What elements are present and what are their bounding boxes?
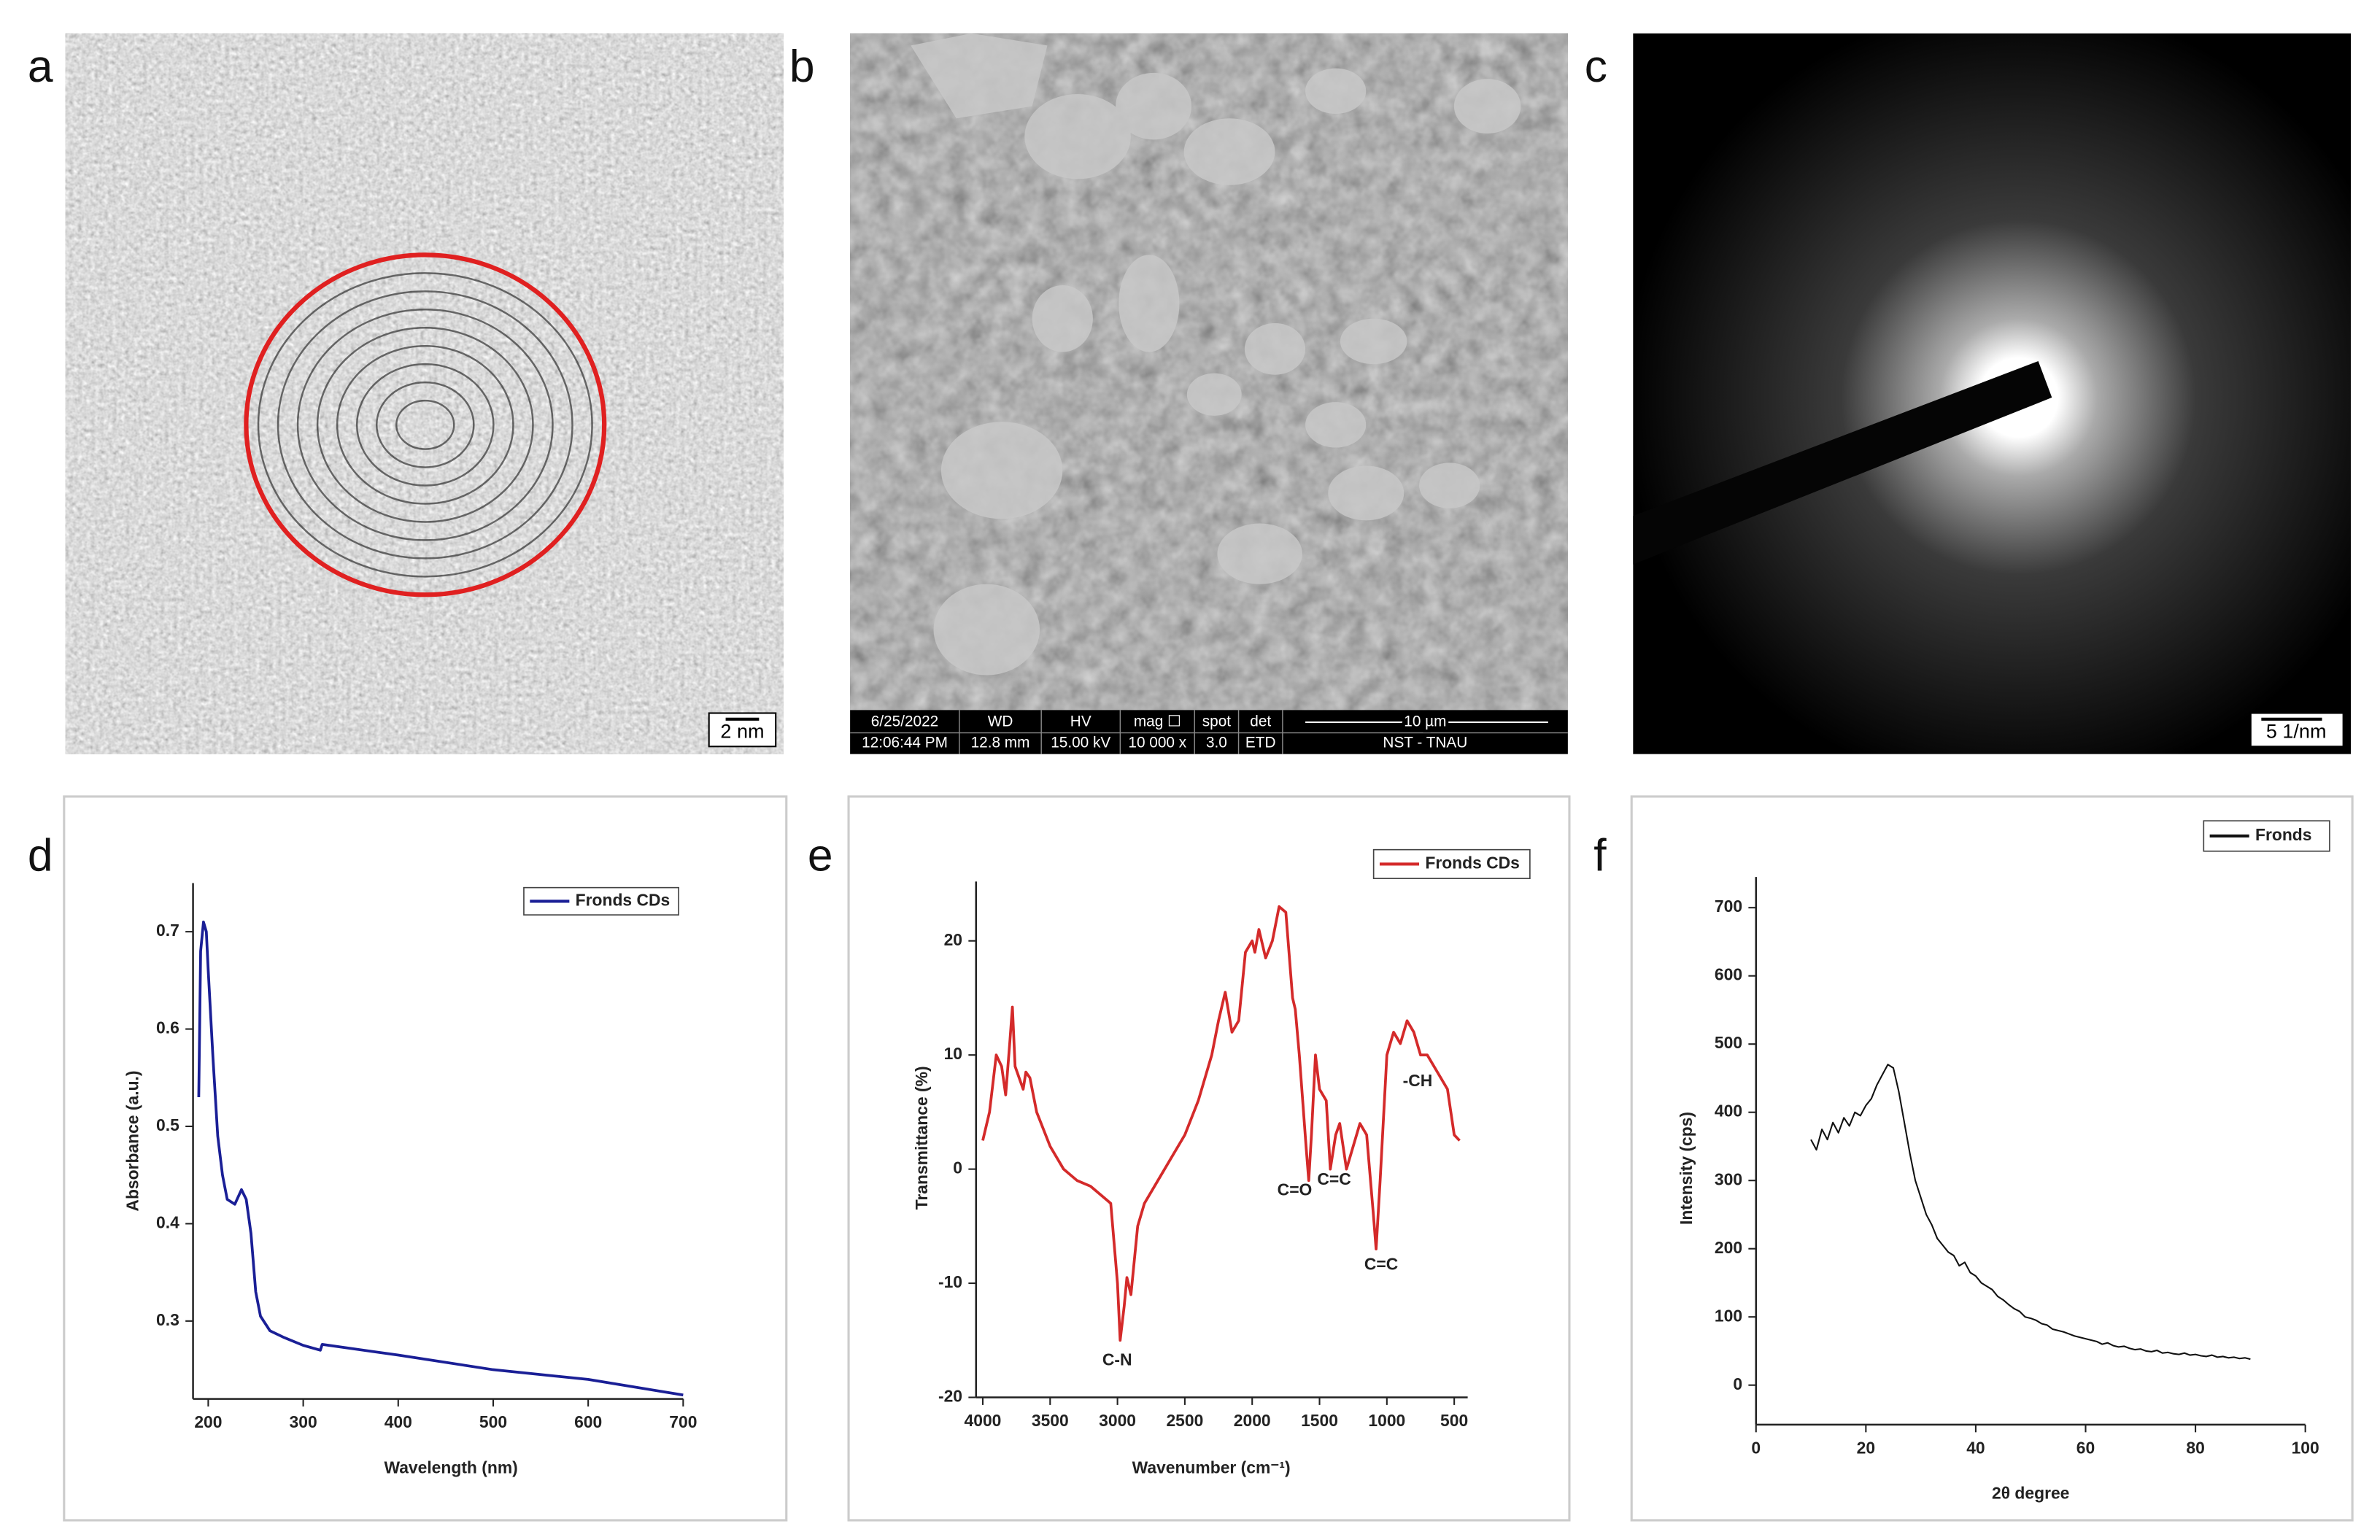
annotation: C=O [1278, 1180, 1313, 1199]
legend-label: Fronds CDs [1425, 853, 1520, 872]
info-text: 15.00 kV [1051, 735, 1110, 751]
y-tick-label: 400 [1715, 1102, 1742, 1121]
info-text: 10 000 x [1128, 735, 1186, 751]
x-tick-label: 4000 [965, 1411, 1002, 1430]
legend-box [1372, 848, 1531, 880]
panel-label: d [28, 831, 53, 881]
x-tick-label: 300 [290, 1412, 317, 1431]
x-tick-label: 600 [574, 1412, 602, 1431]
chart-frame [847, 795, 1571, 1522]
y-tick-label: 700 [1715, 897, 1742, 916]
x-tick-label: 80 [2186, 1438, 2204, 1457]
chart-frame [1630, 795, 2354, 1522]
x-tick-label: 3500 [1032, 1411, 1069, 1430]
y-tick-label: 10 [944, 1044, 962, 1063]
annotation: C-N [1102, 1350, 1132, 1369]
x-tick-label: 60 [2076, 1438, 2095, 1457]
x-axis-label: Wavelength (nm) [384, 1458, 517, 1477]
x-tick-label: 3000 [1099, 1411, 1136, 1430]
info-text: det [1250, 713, 1271, 730]
y-tick-label: 500 [1715, 1033, 1742, 1052]
sem-image [850, 33, 1568, 754]
info-text: ETD [1245, 735, 1276, 751]
y-tick-label: 200 [1715, 1238, 1742, 1257]
info-text: 12:06:44 PM [862, 735, 948, 751]
annotation: C=C [1317, 1169, 1351, 1188]
x-tick-label: 500 [479, 1412, 507, 1431]
chart: 200 300 400 500 600 700 0.3 0.4 0.5 0.6 0.7 Wavelen… [123, 883, 697, 1477]
x-tick-label: 500 [1440, 1411, 1468, 1430]
data-line [197, 920, 684, 1397]
info-text: NST - TNAU [1383, 735, 1467, 751]
y-tick-label: 0 [953, 1158, 962, 1177]
y-tick-label: 100 [1715, 1306, 1742, 1325]
y-tick-label: 0.3 [156, 1310, 179, 1329]
info-text: 12.8 mm [971, 735, 1030, 751]
x-tick-label: 2000 [1234, 1411, 1271, 1430]
data-line [981, 905, 1461, 1342]
legend-label: Fronds CDs [576, 890, 671, 909]
chart: 4000 3500 3000 2500 2000 1500 1000 500 -20 -10 0 10… [912, 848, 1531, 1477]
info-text: mag ☐ [1134, 713, 1181, 730]
y-tick-label: 0.4 [156, 1212, 179, 1231]
x-tick-label: 20 [1857, 1438, 1875, 1457]
x-axis-label: 2θ degree [1992, 1484, 2069, 1503]
x-tick-label: 400 [385, 1412, 412, 1431]
y-tick-label: 0.7 [156, 921, 179, 940]
panel-label: a [28, 42, 53, 92]
info-text: 6/25/2022 [871, 713, 938, 730]
y-tick-label: 600 [1715, 965, 1742, 984]
scale-bar-label: 5 1/nm [2266, 721, 2327, 743]
annotation: C=C [1364, 1255, 1398, 1274]
y-tick-label: 0 [1733, 1374, 1742, 1393]
x-tick-label: 0 [1751, 1438, 1761, 1457]
x-tick-label: 1000 [1368, 1411, 1405, 1430]
panel-label: f [1593, 831, 1607, 881]
scale-bar-label: 2 nm [720, 721, 764, 743]
x-tick-label: 700 [669, 1412, 697, 1431]
saed-image [1633, 33, 2352, 754]
y-tick-label: 0.6 [156, 1018, 179, 1037]
x-axis-label: Wavenumber (cm⁻¹) [1132, 1458, 1291, 1477]
data-line [1810, 1064, 2251, 1361]
info-text: 10 µm [1404, 713, 1446, 730]
y-tick-label: 0.5 [156, 1115, 179, 1134]
annotation: -CH [1403, 1071, 1433, 1090]
x-tick-label: 100 [2292, 1438, 2319, 1457]
info-text: WD [988, 713, 1013, 730]
chart: 0 20 40 60 80 100 0 100 200 300 400 500 600 700 2θ deg… [1677, 820, 2330, 1503]
x-tick-label: 1500 [1301, 1411, 1338, 1430]
x-tick-label: 40 [1966, 1438, 1985, 1457]
y-tick-label: -10 [938, 1272, 962, 1291]
panel-label: b [789, 42, 815, 92]
info-text: 3.0 [1206, 735, 1227, 751]
y-tick-label: 300 [1715, 1169, 1742, 1188]
legend-label: Fronds [2255, 825, 2311, 844]
tem-image [65, 33, 784, 754]
y-axis-label: Transmittance (%) [912, 1066, 931, 1210]
y-axis-label: Intensity (cps) [1677, 1112, 1696, 1225]
y-tick-label: 20 [944, 930, 962, 949]
y-tick-label: -20 [938, 1387, 962, 1406]
info-text: spot [1202, 713, 1232, 730]
x-tick-label: 200 [194, 1412, 222, 1431]
panel-label: e [808, 831, 833, 881]
info-text: HV [1070, 713, 1092, 730]
x-tick-label: 2500 [1166, 1411, 1203, 1430]
y-axis-label: Absorbance (a.u.) [123, 1070, 142, 1211]
panel-label: c [1585, 42, 1607, 92]
